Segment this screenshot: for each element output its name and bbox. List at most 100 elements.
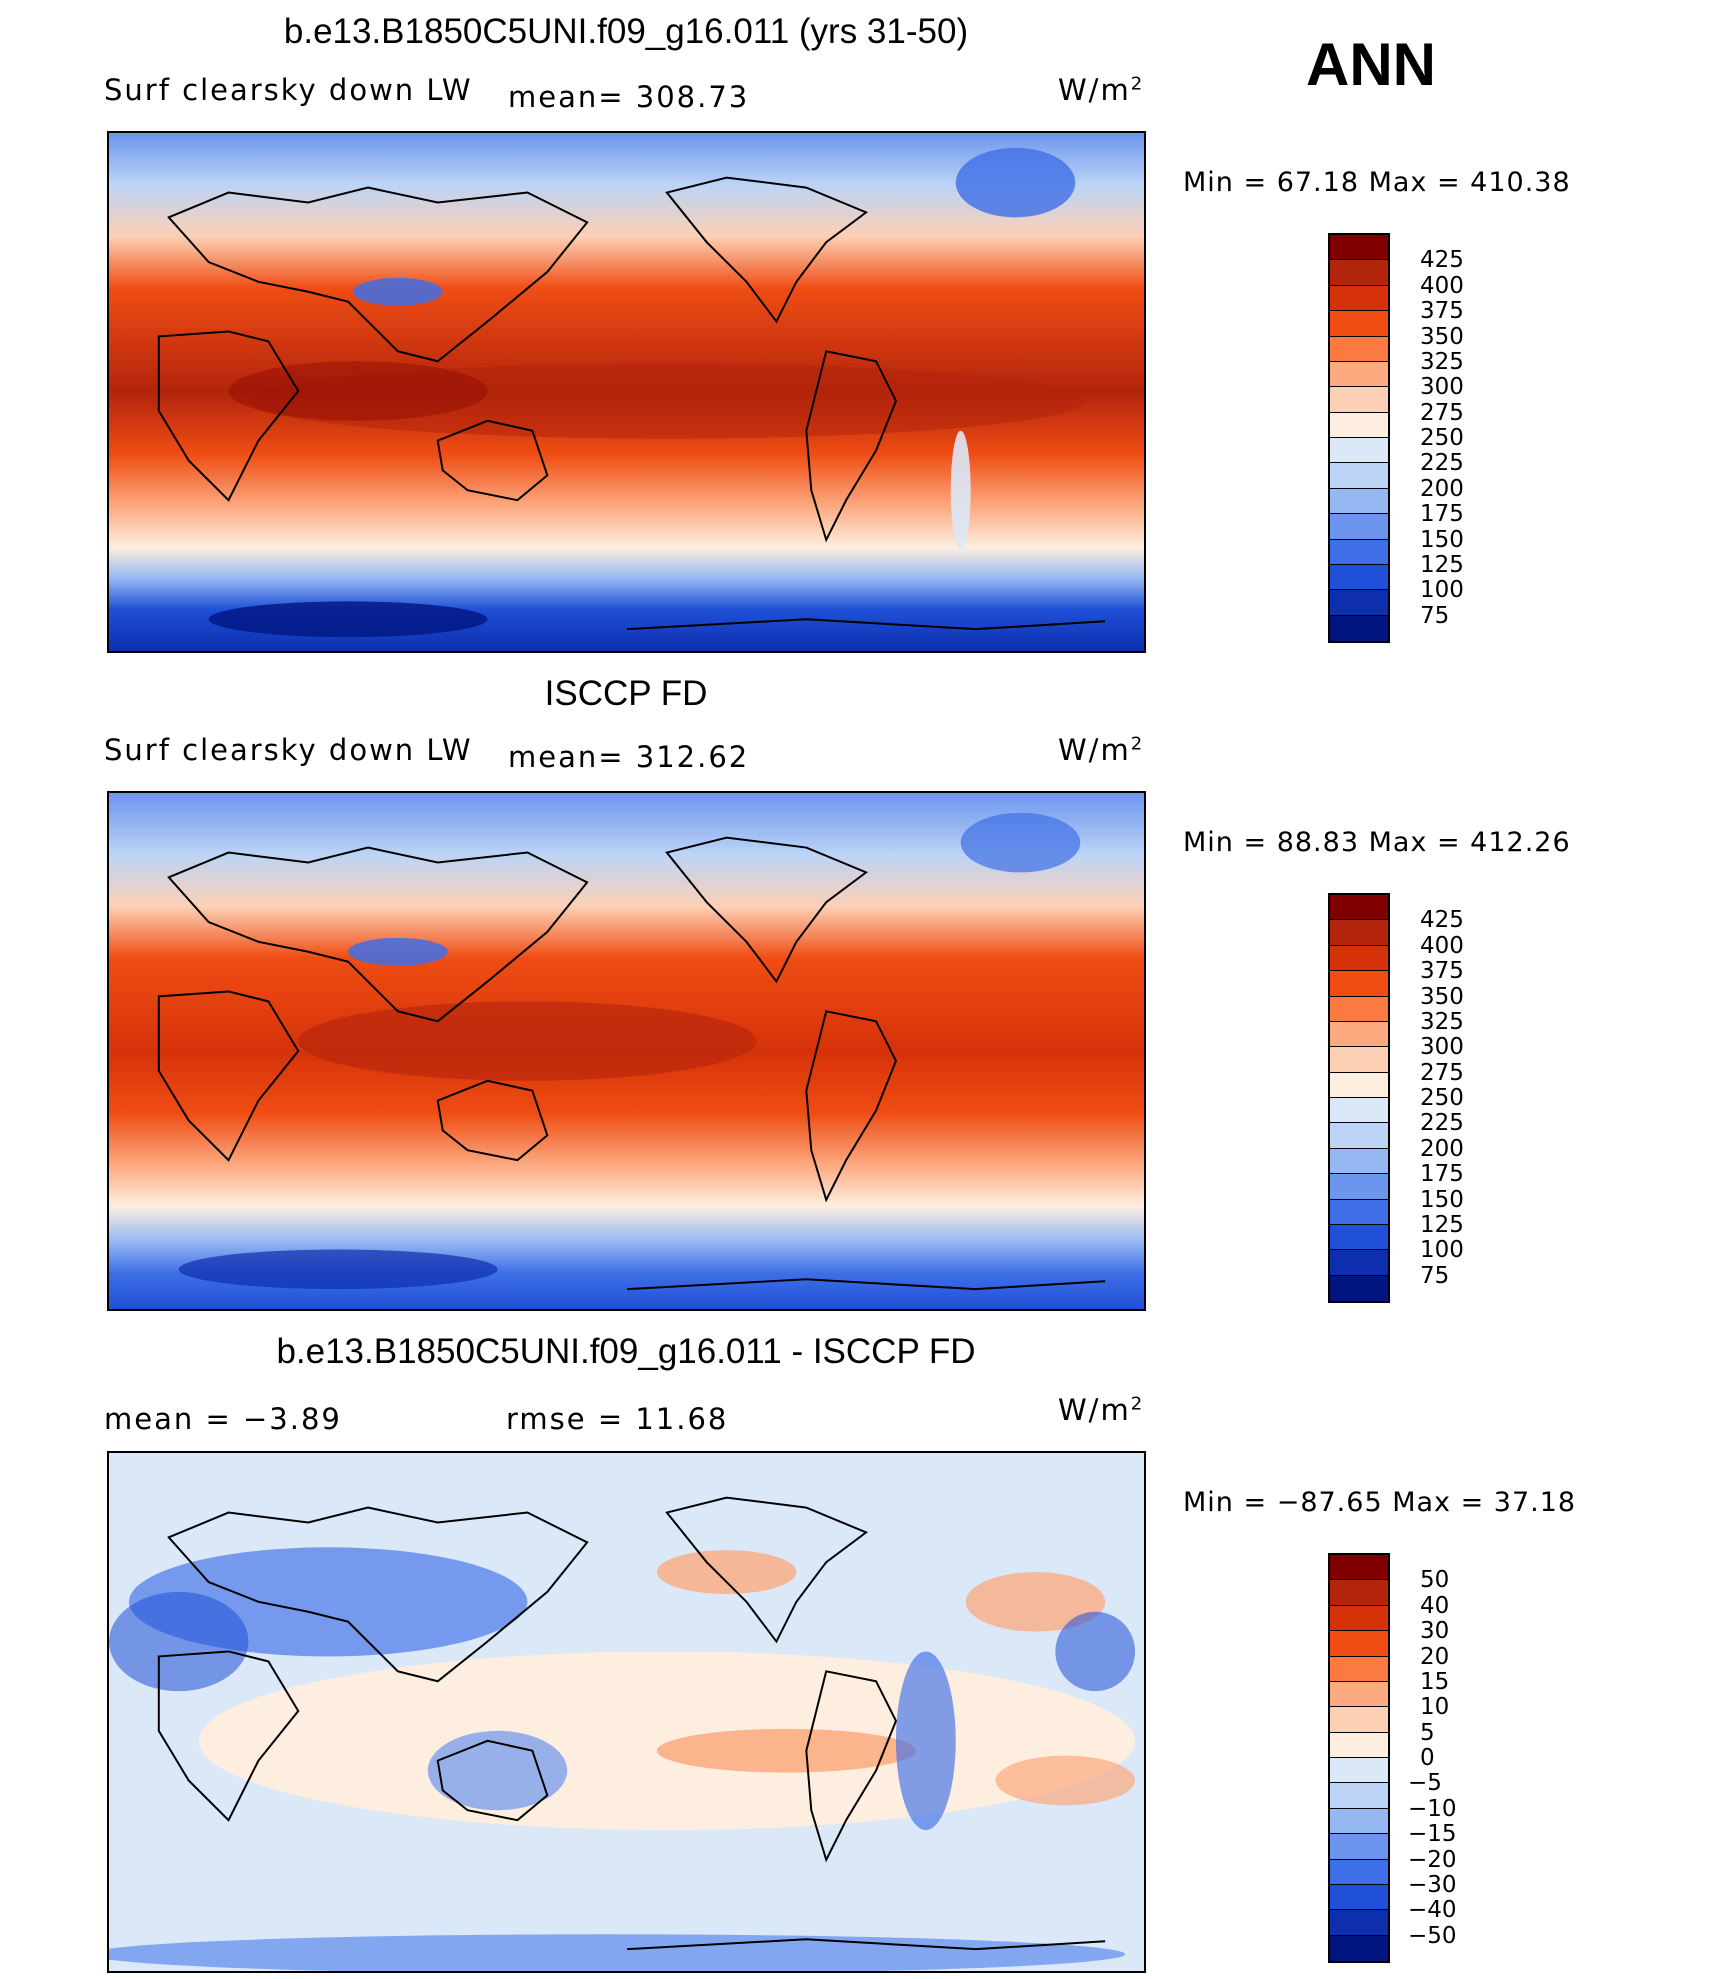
colorbar-tick-label: −50 [1408, 1922, 1457, 1949]
colorbar-swatch [1330, 1021, 1388, 1048]
colorbar-tick-label: 10 [1420, 1694, 1450, 1721]
minmax-model: Min = 67.18 Max = 410.38 [1183, 167, 1571, 198]
colorbar-tick-label: 300 [1420, 1034, 1464, 1061]
colorbar-tick-label: 15 [1420, 1668, 1450, 1695]
panel-title-obs: ISCCP FD [544, 674, 708, 713]
colorbar-swatch [1330, 539, 1388, 565]
colorbar-tick-label: 225 [1420, 450, 1464, 477]
coastline-outlines [157, 176, 1106, 631]
colorbar-tick-label: 75 [1420, 1262, 1450, 1289]
colorbar-tick-label: 350 [1420, 983, 1464, 1010]
colorbar-tick-label: 300 [1420, 374, 1464, 401]
colorbar-tick-label: 20 [1420, 1643, 1450, 1670]
colorbar-tick-label: 200 [1420, 475, 1464, 502]
colorbar-tick-label: 100 [1420, 1237, 1464, 1264]
colorbar-swatch [1330, 1808, 1388, 1835]
colorbar-swatch [1330, 1098, 1388, 1124]
colorbar-swatch [1330, 1555, 1388, 1581]
colorbar-tick-label: 125 [1420, 551, 1464, 578]
colorbar-tick-label: 175 [1420, 501, 1464, 528]
colorbar-swatch [1330, 1732, 1388, 1758]
colorbar-swatch [1330, 1224, 1388, 1251]
colorbar-tick-label: −30 [1408, 1871, 1457, 1898]
season-label: ANN [1306, 31, 1436, 98]
colorbar-swatch [1330, 1148, 1388, 1175]
coastline-outlines [157, 836, 1106, 1291]
colorbar-tick-label: 50 [1420, 1567, 1450, 1594]
colorbar-swatch [1330, 920, 1388, 946]
colorbar-swatch [1330, 1935, 1388, 1961]
colorbar-tick-label: −5 [1408, 1770, 1442, 1797]
colorbar-swatch [1330, 1859, 1388, 1885]
mean-label-obs: mean= 312.62 [508, 740, 750, 774]
rmse-label-diff: rmse = 11.68 [506, 1402, 729, 1436]
colorbar-tick-label: 100 [1420, 577, 1464, 604]
variable-label-obs: Surf clearsky down LW [104, 733, 473, 767]
map-model-svg [109, 133, 1144, 651]
colorbar-tick-label: 375 [1420, 958, 1464, 985]
colorbar-swatch [1330, 463, 1388, 489]
colorbar-swatch [1330, 945, 1388, 972]
colorbar-swatch [1330, 615, 1388, 641]
colorbar-swatch [1330, 336, 1388, 362]
colorbar-swatch [1330, 564, 1388, 591]
colorbar-tick-label: 400 [1420, 272, 1464, 299]
colorbar-tick-label: 325 [1420, 348, 1464, 375]
colorbar-tick-label: 30 [1420, 1618, 1450, 1645]
colorbar-tick-label: 150 [1420, 1186, 1464, 1213]
colorbar-tick-label: 200 [1420, 1135, 1464, 1162]
colorbar-swatch [1330, 514, 1388, 540]
colorbar-swatch [1330, 438, 1388, 464]
colorbar-swatch [1330, 1275, 1388, 1301]
colorbar-tick-label: 0 [1420, 1745, 1435, 1771]
colorbar-tick-label: 5 [1420, 1719, 1435, 1746]
colorbar-swatch [1330, 235, 1388, 261]
colorbar-tick-label: 75 [1420, 602, 1450, 629]
colorbar-swatch [1330, 1910, 1388, 1936]
colorbar-swatch [1330, 1174, 1388, 1200]
units-label-diff: W/m2 [1058, 1393, 1145, 1427]
colorbar-swatch [1330, 1656, 1388, 1682]
mean-label-model: mean= 308.73 [508, 80, 750, 114]
colorbar-tick-label: −10 [1408, 1795, 1457, 1822]
colorbar-swatch [1330, 1884, 1388, 1911]
colorbar-tick-label: 125 [1420, 1211, 1464, 1238]
coastline-outlines [157, 1496, 1106, 1951]
colorbar-swatch [1330, 1123, 1388, 1149]
colorbar-swatch [1330, 1605, 1388, 1632]
colorbar-swatch [1330, 1834, 1388, 1860]
colorbar-swatch [1330, 996, 1388, 1022]
colorbar-tick-label: 375 [1420, 298, 1464, 325]
colorbar-tick-label: 175 [1420, 1161, 1464, 1188]
colorbar-tick-label: 325 [1420, 1008, 1464, 1035]
colorbar-swatch [1330, 590, 1388, 616]
panel-title-model: b.e13.B1850C5UNI.f09_g16.011 (yrs 31-50) [283, 12, 969, 51]
colorbar-tick-label: 350 [1420, 323, 1464, 350]
map-model [107, 131, 1146, 653]
colorbar-tick-label: 40 [1420, 1592, 1450, 1619]
minmax-obs: Min = 88.83 Max = 412.26 [1183, 827, 1571, 858]
colorbar-swatch [1330, 260, 1388, 286]
colorbar-tick-label: 275 [1420, 1059, 1464, 1086]
map-obs [107, 791, 1146, 1311]
colorbar-swatch [1330, 1199, 1388, 1225]
colorbar-swatch [1330, 1631, 1388, 1657]
colorbar-tick-label: 225 [1420, 1110, 1464, 1137]
colorbar-tick-label: 250 [1420, 425, 1464, 451]
colorbar-tick-label: −15 [1408, 1821, 1457, 1848]
minmax-diff: Min = −87.65 Max = 37.18 [1183, 1487, 1577, 1518]
colorbar-swatch [1330, 1250, 1388, 1276]
colorbar-diff [1328, 1553, 1390, 1963]
colorbar-swatch [1330, 1783, 1388, 1809]
colorbar-swatch [1330, 1072, 1388, 1098]
panel-title-diff: b.e13.B1850C5UNI.f09_g16.011 - ISCCP FD [276, 1332, 976, 1371]
colorbar-swatch [1330, 1580, 1388, 1606]
colorbar-tick-label: 250 [1420, 1085, 1464, 1111]
colorbar-tick-label: −20 [1408, 1846, 1457, 1873]
map-diff [107, 1451, 1146, 1973]
colorbar-swatch [1330, 895, 1388, 921]
colorbar-tick-label: −40 [1408, 1897, 1457, 1924]
units-label-model: W/m2 [1058, 73, 1145, 107]
colorbar-swatch [1330, 488, 1388, 515]
colorbar-swatch [1330, 285, 1388, 312]
